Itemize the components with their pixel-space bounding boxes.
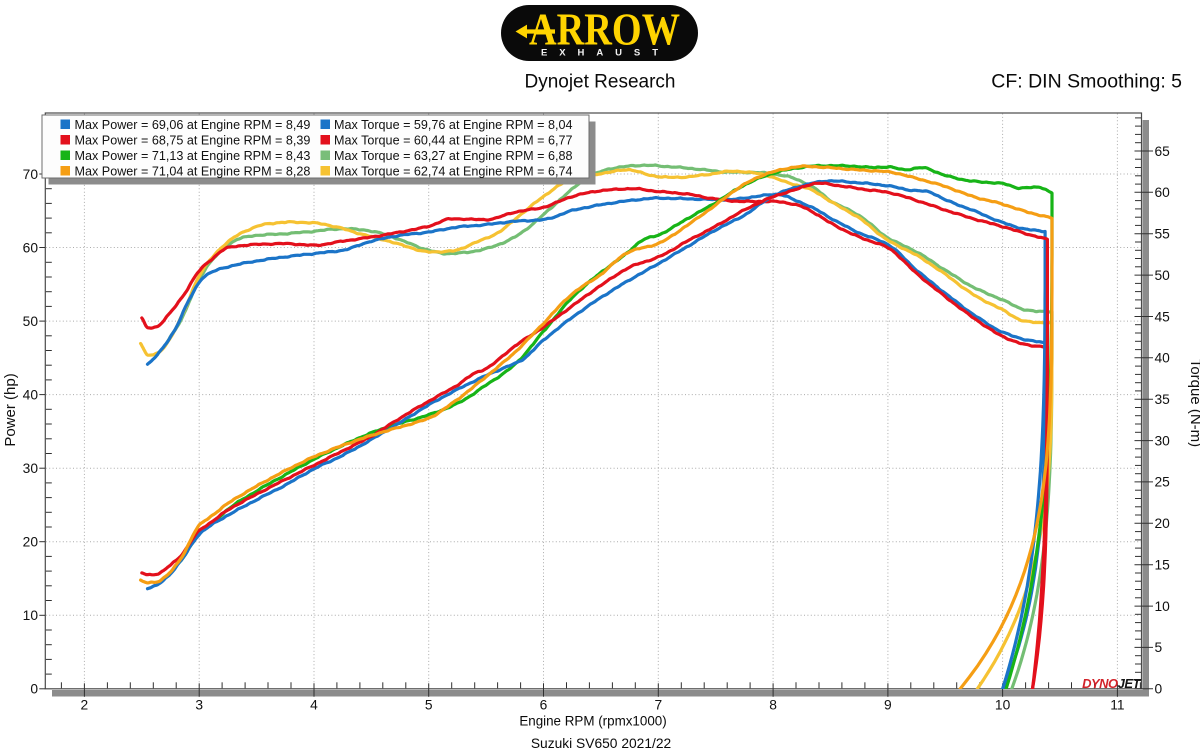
svg-text:5: 5 <box>1155 640 1163 655</box>
svg-text:Max Torque = 59,76 at Engine R: Max Torque = 59,76 at Engine RPM = 8,04 <box>334 118 573 132</box>
svg-text:50: 50 <box>1155 268 1171 283</box>
svg-text:10: 10 <box>23 608 39 623</box>
svg-text:55: 55 <box>1155 227 1171 242</box>
svg-text:65: 65 <box>1155 144 1171 159</box>
svg-text:Max Power = 71,13 at Engine RP: Max Power = 71,13 at Engine RPM = 8,43 <box>75 149 311 163</box>
svg-text:Max Power = 68,75 at Engine RP: Max Power = 68,75 at Engine RPM = 8,39 <box>75 133 311 147</box>
svg-text:35: 35 <box>1155 392 1171 407</box>
svg-text:Power (hp): Power (hp) <box>2 373 19 446</box>
svg-text:20: 20 <box>1155 516 1171 531</box>
svg-text:40: 40 <box>23 387 39 402</box>
svg-text:45: 45 <box>1155 309 1171 324</box>
svg-text:10: 10 <box>995 698 1011 713</box>
svg-text:EXHAUST: EXHAUST <box>541 48 658 59</box>
svg-text:6: 6 <box>540 698 548 713</box>
svg-text:20: 20 <box>23 535 39 550</box>
svg-text:0: 0 <box>1155 682 1163 697</box>
svg-text:Max Power = 69,06 at Engine RP: Max Power = 69,06 at Engine RPM = 8,49 <box>75 118 311 132</box>
svg-text:CF: DIN Smoothing: 5: CF: DIN Smoothing: 5 <box>991 71 1182 93</box>
svg-text:0: 0 <box>30 682 38 697</box>
svg-text:DYNOJET: DYNOJET <box>1082 676 1141 691</box>
svg-text:25: 25 <box>1155 475 1171 490</box>
svg-text:Engine RPM (rpmx1000): Engine RPM (rpmx1000) <box>519 714 666 729</box>
svg-text:60: 60 <box>23 240 39 255</box>
svg-text:5: 5 <box>425 698 433 713</box>
svg-text:Dynojet Research: Dynojet Research <box>524 72 675 93</box>
svg-text:60: 60 <box>1155 185 1171 200</box>
svg-text:15: 15 <box>1155 558 1171 573</box>
svg-text:Max Torque = 63,27 at Engine R: Max Torque = 63,27 at Engine RPM = 6,88 <box>334 149 573 163</box>
svg-text:8: 8 <box>769 698 777 713</box>
svg-text:30: 30 <box>1155 433 1171 448</box>
svg-text:7: 7 <box>654 698 662 713</box>
svg-text:Max Torque = 62,74 at Engine R: Max Torque = 62,74 at Engine RPM = 6,74 <box>334 164 573 178</box>
svg-text:50: 50 <box>23 314 39 329</box>
svg-text:3: 3 <box>195 698 203 713</box>
svg-text:Max Power = 71,04 at Engine RP: Max Power = 71,04 at Engine RPM = 8,28 <box>75 164 311 178</box>
svg-text:Torque (N-m): Torque (N-m) <box>1187 359 1200 447</box>
svg-text:11: 11 <box>1110 698 1124 713</box>
svg-text:70: 70 <box>23 167 39 182</box>
svg-text:2: 2 <box>81 698 89 713</box>
svg-text:10: 10 <box>1155 599 1171 614</box>
svg-text:30: 30 <box>23 461 39 476</box>
svg-text:ARROW: ARROW <box>529 4 680 54</box>
svg-text:Max Torque = 60,44 at Engine R: Max Torque = 60,44 at Engine RPM = 6,77 <box>334 133 573 147</box>
svg-text:40: 40 <box>1155 351 1171 366</box>
svg-text:9: 9 <box>884 698 892 713</box>
svg-text:Suzuki SV650 2021/22: Suzuki SV650 2021/22 <box>531 736 671 750</box>
svg-text:4: 4 <box>310 698 318 713</box>
